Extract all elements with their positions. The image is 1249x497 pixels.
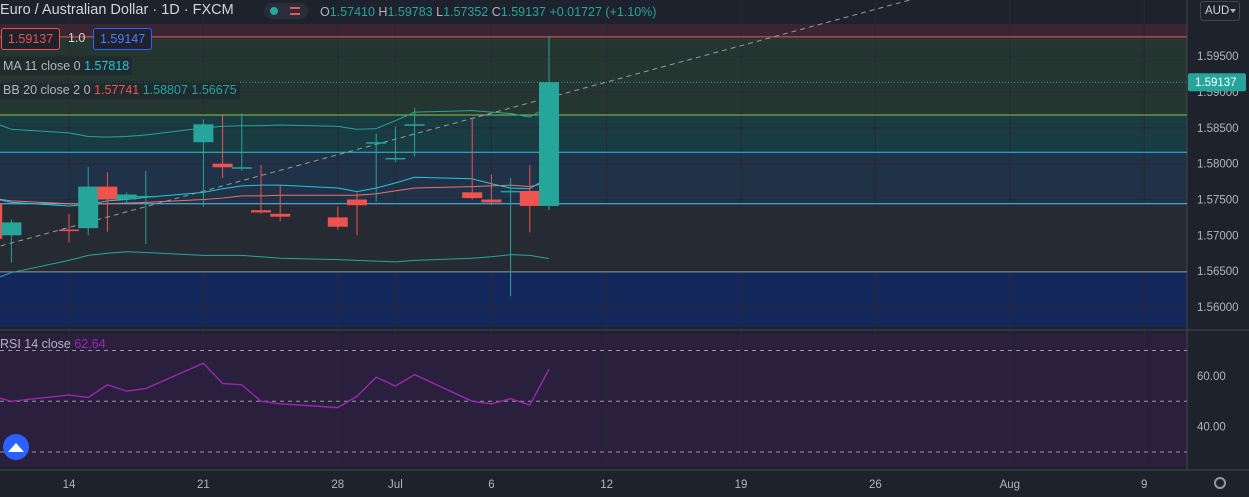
tradingview-logo-icon[interactable] <box>3 434 29 460</box>
y-tick-label: 1.58000 <box>1197 159 1239 171</box>
x-tick-label: 19 <box>735 479 748 491</box>
x-tick-label: Jul <box>388 479 403 491</box>
last-price-label: 1.59137 <box>1195 77 1237 89</box>
candle-body <box>193 124 214 143</box>
symbol-sep: · <box>183 2 193 18</box>
rsi-label: RSI 14 close <box>0 337 71 351</box>
symbol-title: Euro / Australian Dollar · 1D · FXCM <box>0 2 234 22</box>
bb-basis-value: 1.57741 <box>94 83 140 97</box>
candle-body <box>347 199 367 206</box>
logo-mark <box>8 443 24 452</box>
x-tick-label: 6 <box>488 479 494 491</box>
x-tick-label: 12 <box>600 479 613 491</box>
high-value: 1.59783 <box>387 5 433 19</box>
candle-body <box>97 186 118 200</box>
candlesticks <box>0 35 559 297</box>
zone-band <box>0 36 1187 115</box>
ma-value: 1.57818 <box>84 59 130 73</box>
change-value: +0.01727 (+1.10%) <box>549 5 657 19</box>
rsi-pane <box>0 350 1187 453</box>
horizontal-levels[interactable] <box>0 36 1187 273</box>
x-tick-label: 9 <box>1141 479 1147 491</box>
close-value: 1.59137 <box>500 5 546 19</box>
zone-band <box>0 203 1187 272</box>
trend-line-path <box>0 0 912 247</box>
rsi-value: 62.64 <box>74 337 106 351</box>
open-label: O <box>320 5 330 19</box>
spread-value: 1.0 <box>68 31 86 45</box>
zone-band <box>0 114 1187 153</box>
y-tick-label: 1.57000 <box>1197 230 1239 242</box>
candle-body <box>481 199 502 203</box>
bb-label: BB 20 close 2 0 <box>3 83 91 97</box>
buy-price-button[interactable]: 1.59147 <box>93 28 153 50</box>
eye-icon[interactable] <box>270 7 278 15</box>
bb-lower-line <box>0 251 550 278</box>
symbol-name: Euro / Australian Dollar <box>0 2 149 18</box>
zone-band <box>0 24 1187 37</box>
close-label: C <box>491 5 501 19</box>
bb-lower-value: 1.56675 <box>191 83 237 97</box>
bars-style-icon[interactable] <box>290 7 300 15</box>
trend-line[interactable] <box>0 0 914 248</box>
last-price-tag <box>1188 73 1246 92</box>
x-tick-label: 14 <box>63 479 76 491</box>
candle-body <box>135 195 156 198</box>
y-tick-label: 1.56000 <box>1197 302 1239 314</box>
sell-price-button[interactable]: 1.59137 <box>1 28 61 50</box>
candle-body <box>1 222 22 236</box>
x-tick-label: Aug <box>1000 479 1020 491</box>
candle-body <box>366 142 387 144</box>
candle-body <box>270 213 291 217</box>
candle-body <box>0 203 3 239</box>
rsi-line <box>0 362 550 409</box>
zone-band <box>0 271 1187 327</box>
candle-body <box>212 163 233 168</box>
y-tick-label: 1.58500 <box>1197 123 1239 135</box>
candle-body <box>404 124 425 126</box>
candle-body <box>500 190 521 193</box>
rsi-tick-label: 60.00 <box>1197 371 1226 383</box>
y-tick-label: 1.57500 <box>1197 194 1239 206</box>
bb-upper-value: 1.58807 <box>142 83 188 97</box>
ma-label: MA 11 close 0 <box>3 59 81 73</box>
currency-selector[interactable]: AUD <box>1200 1 1240 21</box>
gear-icon[interactable] <box>1214 477 1226 489</box>
low-value: 1.57352 <box>443 5 489 19</box>
x-tick-label: 28 <box>331 479 344 491</box>
candle-body <box>78 186 99 229</box>
rsi-tick-label: 40.00 <box>1197 422 1226 434</box>
zone-band <box>0 152 1187 204</box>
currency-value: AUD <box>1205 5 1230 17</box>
candle-body <box>116 194 137 200</box>
interval[interactable]: 1D <box>161 2 180 18</box>
candle-body <box>385 157 406 160</box>
candle-body <box>462 192 483 199</box>
visibility-toggle[interactable] <box>264 3 308 19</box>
candle-body <box>251 210 271 213</box>
chevron-down-icon <box>1230 9 1236 13</box>
candle-body <box>519 190 540 206</box>
y-tick-label: 1.59500 <box>1197 51 1239 63</box>
symbol-sep: · <box>152 2 162 18</box>
ohlc-values: O1.57410 H1.59783 L1.57352 C1.59137 +0.0… <box>316 1 661 23</box>
rsi-legend[interactable]: RSI 14 close 62.64 <box>0 337 106 351</box>
axes: 1.56000 1.56500 1.57000 1.57500 1.58000 1.585… <box>63 51 1246 491</box>
candle-body <box>59 229 79 232</box>
rsi-background <box>0 334 1187 466</box>
x-tick-label: 26 <box>869 479 882 491</box>
ma-legend[interactable]: MA 11 close 0 1.57818 <box>0 57 133 75</box>
bb-upper-line <box>0 105 550 138</box>
x-tick-label: 21 <box>197 479 210 491</box>
candle-body <box>327 217 348 227</box>
high-label: H <box>378 5 388 19</box>
low-label: L <box>436 5 444 19</box>
candle-body <box>231 167 252 169</box>
y-tick-label: 1.56500 <box>1197 266 1239 278</box>
data-source: FXCM <box>192 2 234 18</box>
bb-legend[interactable]: BB 20 close 2 0 1.57741 1.58807 1.56675 <box>0 81 240 99</box>
open-value: 1.57410 <box>329 5 375 19</box>
candle-body <box>539 82 559 206</box>
